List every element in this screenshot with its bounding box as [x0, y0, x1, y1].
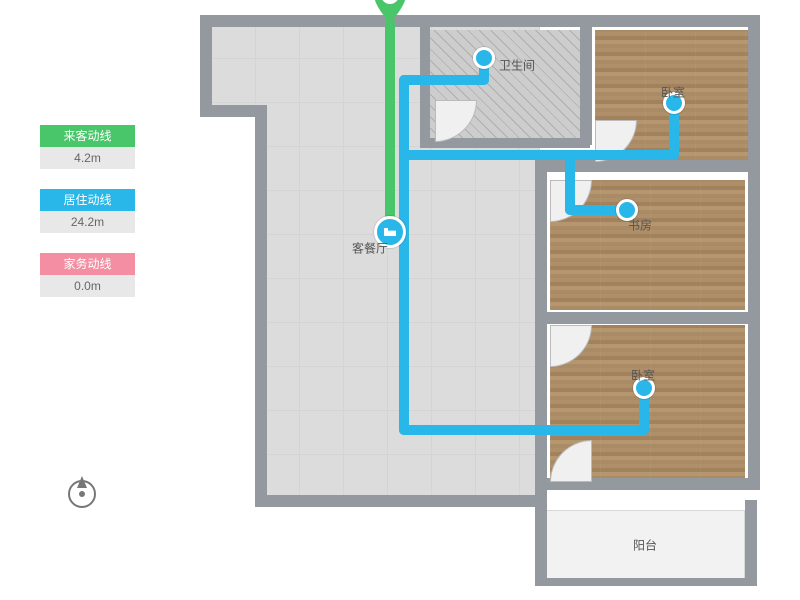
- legend-guest: 来客动线 4.2m: [40, 125, 135, 169]
- compass-icon: [62, 470, 102, 515]
- node-bedroom2: [633, 377, 655, 399]
- entry-pin-icon: [373, 0, 407, 28]
- legend-house-title: 家务动线: [40, 253, 135, 275]
- legend-house-value: 0.0m: [40, 275, 135, 297]
- flow-guest: [385, 18, 395, 233]
- legend-house: 家务动线 0.0m: [40, 253, 135, 297]
- legend-living: 居住动线 24.2m: [40, 189, 135, 233]
- floorplan: 卫生间 卧室 客餐厅 书房 卧室 阳台: [175, 0, 800, 600]
- node-study: [616, 199, 638, 221]
- node-living-dining: [374, 216, 406, 248]
- bed-icon: [382, 224, 398, 240]
- flow-living: [399, 75, 489, 85]
- legend-guest-title: 来客动线: [40, 125, 135, 147]
- flow-living: [399, 75, 409, 435]
- node-bedroom1: [663, 92, 685, 114]
- node-bathroom: [473, 47, 495, 69]
- legend-living-title: 居住动线: [40, 189, 135, 211]
- canvas: 来客动线 4.2m 居住动线 24.2m 家务动线 0.0m: [0, 0, 800, 600]
- flow-living: [399, 425, 649, 435]
- walls: [175, 0, 800, 600]
- legend-living-value: 24.2m: [40, 211, 135, 233]
- legend: 来客动线 4.2m 居住动线 24.2m 家务动线 0.0m: [40, 125, 135, 317]
- flow-living: [399, 150, 679, 160]
- legend-guest-value: 4.2m: [40, 147, 135, 169]
